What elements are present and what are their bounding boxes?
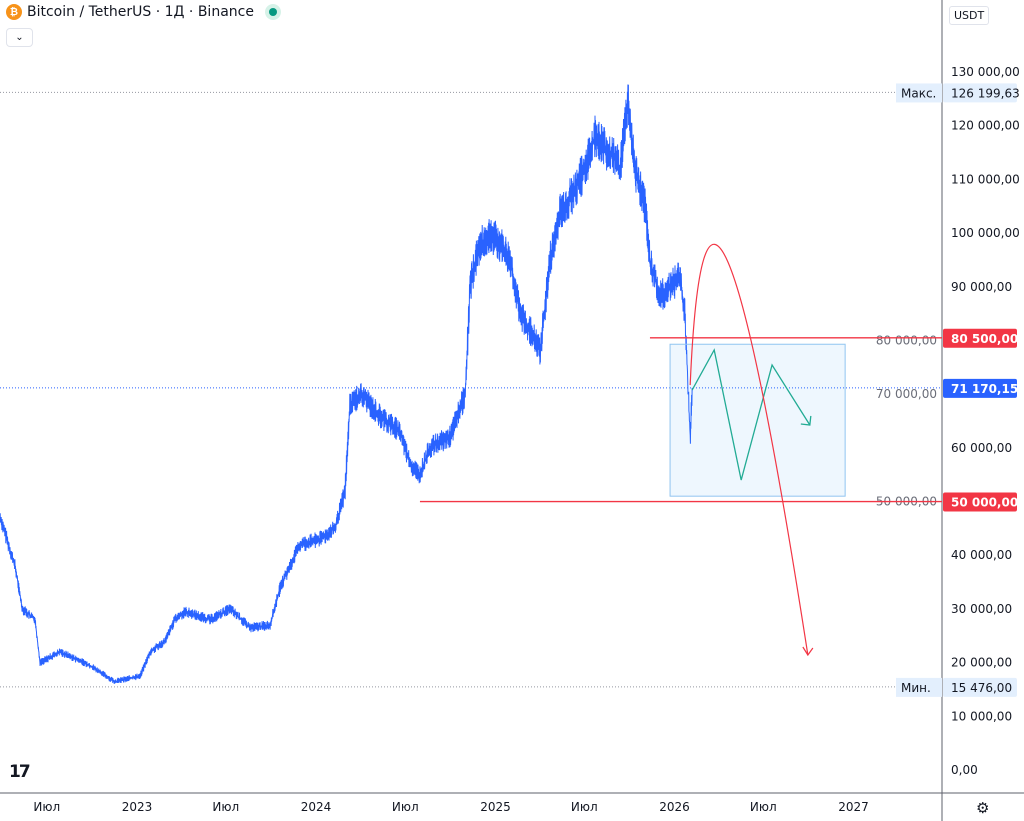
y-tick-label: 80 000,00 <box>876 333 937 347</box>
extreme-value-bg <box>943 83 1017 103</box>
x-tick-label: Июл <box>212 800 239 814</box>
market-status-icon <box>264 4 281 20</box>
projection-curve <box>689 243 809 656</box>
x-tick-label: Июл <box>750 800 777 814</box>
extreme-label-bg <box>896 677 942 697</box>
x-tick-label: Июл <box>392 800 419 814</box>
extreme-value: 126 199,63 <box>951 86 1020 100</box>
y-tick-label: 90 000,00 <box>951 280 1012 294</box>
y-tick-label: 30 000,00 <box>951 602 1012 616</box>
y-tick-label: 0,00 <box>951 763 978 777</box>
y-tick-label: 70 000,00 <box>876 387 937 401</box>
projection-zigzag <box>691 348 811 481</box>
level-low-badge-bg <box>943 492 1017 512</box>
y-tick-label: 60 000,00 <box>951 441 1012 455</box>
y-tick-label: 40 000,00 <box>951 548 1012 562</box>
extreme-label: Макс. <box>901 86 936 100</box>
x-tick-label: 2026 <box>659 800 690 814</box>
x-tick-label: 2023 <box>122 800 153 814</box>
extreme-value-bg <box>943 677 1017 697</box>
extreme-label: Мин. <box>901 681 931 695</box>
settings-icon[interactable]: ⚙ <box>976 799 990 817</box>
currency-selector[interactable]: USDT <box>949 6 990 25</box>
y-tick-label: 120 000,00 <box>951 119 1020 133</box>
y-tick-label: 110 000,00 <box>951 172 1020 186</box>
x-tick-label: Июл <box>33 800 60 814</box>
curve-arrowhead <box>802 646 814 657</box>
extreme-value: 15 476,00 <box>951 681 1012 695</box>
symbol-header[interactable]: ₿ Bitcoin / TetherUS · 1Д · Binance <box>6 4 281 20</box>
tradingview-logo[interactable]: 17 <box>9 762 31 782</box>
y-tick-label: 130 000,00 <box>951 65 1020 79</box>
y-tick-label: 100 000,00 <box>951 226 1020 240</box>
x-tick-label: 2024 <box>301 800 332 814</box>
level-high-badge-bg <box>943 328 1017 348</box>
last-price-badge-bg <box>943 378 1017 398</box>
x-tick-label: 2025 <box>480 800 511 814</box>
y-tick-label: 10 000,00 <box>951 709 1012 723</box>
extreme-label-bg <box>896 83 942 103</box>
zigzag-arrowhead <box>800 415 812 426</box>
symbol-title[interactable]: Bitcoin / TetherUS · 1Д · Binance <box>27 4 254 20</box>
collapse-legend-button[interactable]: ⌄ <box>6 28 33 47</box>
level-low-badge: 50 000,00 <box>951 496 1018 510</box>
level-high-badge: 80 500,00 <box>951 332 1018 346</box>
bitcoin-icon: ₿ <box>6 4 22 20</box>
x-tick-label: 2027 <box>838 800 869 814</box>
last-price-badge: 71 170,15 <box>951 382 1018 396</box>
y-tick-label: 20 000,00 <box>951 656 1012 670</box>
price-line <box>0 84 693 685</box>
x-tick-label: Июл <box>571 800 598 814</box>
